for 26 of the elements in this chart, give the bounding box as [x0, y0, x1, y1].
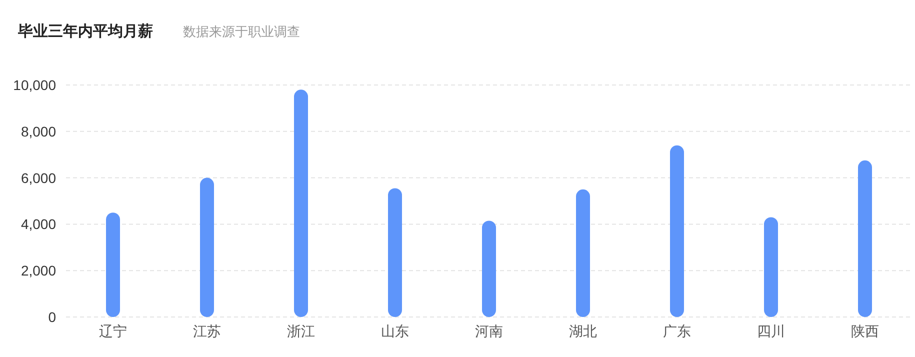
y-tick-label: 8,000 [20, 123, 56, 140]
chart-subtitle: 数据来源于职业调查 [183, 24, 300, 39]
x-tick-label: 广东 [663, 323, 691, 339]
bar [576, 189, 590, 317]
x-tick-label: 江苏 [193, 323, 221, 339]
x-tick-label: 湖北 [569, 323, 597, 339]
x-tick-label: 浙江 [287, 323, 315, 339]
x-tick-label: 河南 [475, 323, 503, 339]
x-tick-label: 陕西 [851, 323, 879, 339]
y-tick-label: 2,000 [20, 262, 56, 279]
y-tick-label: 6,000 [20, 170, 56, 186]
bar [670, 145, 684, 317]
x-tick-label: 辽宁 [99, 323, 127, 339]
bar [858, 160, 872, 317]
bar [200, 178, 214, 317]
y-tick-label: 10,000 [13, 77, 56, 93]
bar [106, 212, 120, 317]
bar [764, 217, 778, 317]
chart-title: 毕业三年内平均月薪 [17, 23, 153, 40]
x-tick-label: 四川 [757, 323, 785, 339]
y-tick-label: 0 [48, 309, 56, 325]
bar [294, 90, 308, 317]
x-tick-label: 山东 [381, 323, 409, 339]
y-tick-label: 4,000 [20, 216, 56, 232]
bar [388, 188, 402, 317]
bar [482, 220, 496, 317]
